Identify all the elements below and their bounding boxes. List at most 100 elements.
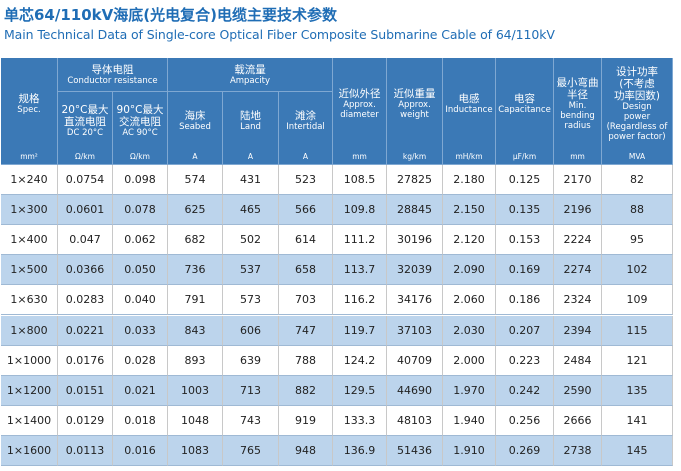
table-cell: 2.150 [443, 195, 496, 226]
table-cell: 0.016 [113, 435, 168, 466]
header-unit: kg/km [402, 152, 427, 161]
table-cell: 0.256 [496, 405, 554, 436]
table-cell: 0.135 [496, 195, 554, 226]
table-cell: 1.940 [443, 405, 496, 436]
table-cell: 119.7 [333, 315, 387, 346]
header-text: Capacitance [498, 105, 551, 115]
header-cell: 90°C最大 交流电阻 AC 90°C Ω/km [113, 92, 168, 165]
header-text: (不考虑 [619, 78, 655, 90]
header-unit: mm [570, 152, 585, 161]
table-cell: 136.9 [333, 435, 387, 466]
header-unit: Ω/km [75, 152, 95, 161]
table-cell: 37103 [387, 315, 443, 346]
header-text: Approx. [343, 100, 376, 110]
table-cell: 2196 [554, 195, 602, 226]
table-cell: 0.040 [113, 285, 168, 316]
table-cell: 523 [279, 165, 333, 196]
table-cell: 0.047 [58, 225, 113, 256]
table-cell: 129.5 [333, 375, 387, 406]
header-text: 陆地 [240, 110, 261, 122]
header-unit: MVA [628, 152, 646, 161]
header-text: diameter [340, 110, 379, 120]
header-text: 规格 [18, 93, 40, 105]
header-unit: A [247, 152, 254, 161]
table-cell: 431 [223, 165, 279, 196]
table-cell: 141 [602, 405, 673, 436]
table-cell: 747 [279, 315, 333, 346]
table-cell: 1×1400 [1, 405, 58, 436]
header-text: 近似重量 [393, 88, 436, 100]
table-cell: 1×300 [1, 195, 58, 226]
header-text: bending [560, 111, 595, 121]
table-cell: 0.098 [113, 165, 168, 196]
table-cell: 2484 [554, 345, 602, 376]
header-text: weight [400, 110, 429, 120]
table-cell: 0.169 [496, 255, 554, 286]
header-text: 最小弯曲 [556, 77, 599, 89]
header-text: power factor) [608, 132, 666, 142]
table-cell: 713 [223, 375, 279, 406]
table-cell: 109 [602, 285, 673, 316]
table-cell: 1×500 [1, 255, 58, 286]
header-text: 功率因数) [613, 90, 661, 102]
table-cell: 465 [223, 195, 279, 226]
header-text: Inductance [445, 105, 493, 115]
table-cell: 893 [168, 345, 223, 376]
table-cell: 102 [602, 255, 673, 286]
table-cell: 2738 [554, 435, 602, 466]
header-text: 20°C最大 [61, 104, 109, 116]
table-cell: 1.970 [443, 375, 496, 406]
table-cell: 34176 [387, 285, 443, 316]
table-cell: 743 [223, 405, 279, 436]
table-cell: 113.7 [333, 255, 387, 286]
header-cell: 海床 Seabed A [168, 92, 223, 165]
table-cell: 27825 [387, 165, 443, 196]
table-cell: 0.125 [496, 165, 554, 196]
table-cell: 502 [223, 225, 279, 256]
table-cell: 1×1000 [1, 345, 58, 376]
header-text: Intertidal [286, 122, 325, 132]
table-cell: 0.0283 [58, 285, 113, 316]
table-cell: 0.0366 [58, 255, 113, 286]
header-text: 近似外径 [338, 88, 381, 100]
table-cell: 573 [223, 285, 279, 316]
header-text: Spec. [17, 105, 41, 115]
group-title: 载流量 [234, 63, 266, 76]
header-unit: mH/km [455, 152, 483, 161]
table-cell: 736 [168, 255, 223, 286]
group-title: Conductor resistance [67, 75, 158, 86]
header-cell: 近似外径 Approx. diameter mm [333, 58, 387, 165]
header-group: 载流量 Ampacity [168, 58, 333, 92]
table-cell: 1×1200 [1, 375, 58, 406]
header-text: DC 20°C [66, 128, 104, 138]
table-cell: 703 [279, 285, 333, 316]
header-text: AC 90°C [122, 128, 158, 138]
table-cell: 0.223 [496, 345, 554, 376]
table-cell: 133.3 [333, 405, 387, 436]
table-cell: 919 [279, 405, 333, 436]
table-cell: 2590 [554, 375, 602, 406]
table-cell: 0.207 [496, 315, 554, 346]
header-text: 滩涂 [295, 110, 316, 122]
header-text: 90°C最大 [116, 104, 164, 116]
header-text: power [623, 112, 651, 122]
header-unit: mm [352, 152, 367, 161]
table-cell: 791 [168, 285, 223, 316]
table-cell: 606 [223, 315, 279, 346]
table-cell: 2394 [554, 315, 602, 346]
table-cell: 108.5 [333, 165, 387, 196]
table-cell: 145 [602, 435, 673, 466]
header-group: 导体电阻 Conductor resistance [58, 58, 168, 92]
header-text: Approx. [398, 100, 431, 110]
table-cell: 0.0113 [58, 435, 113, 466]
table-cell: 0.0601 [58, 195, 113, 226]
table-cell: 82 [602, 165, 673, 196]
table-cell: 48103 [387, 405, 443, 436]
table-cell: 948 [279, 435, 333, 466]
table-cell: 682 [168, 225, 223, 256]
table-cell: 0.018 [113, 405, 168, 436]
table-cell: 124.2 [333, 345, 387, 376]
table-cell: 1003 [168, 375, 223, 406]
table-cell: 537 [223, 255, 279, 286]
